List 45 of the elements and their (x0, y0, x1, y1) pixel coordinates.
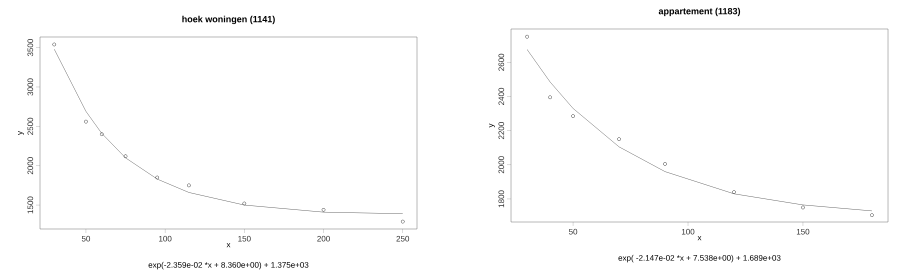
point (870, 213, 874, 217)
point (571, 114, 575, 118)
text: exp(-2.359e-02 *x + 8.360e+00) + 1.375e+03 (148, 262, 308, 270)
point (100, 132, 104, 136)
x-tick-label: 50 (82, 236, 90, 242)
x-tick-label: 150 (796, 228, 810, 235)
point (801, 206, 805, 210)
chart-title: hoek woningen (1141) (182, 16, 275, 24)
x-tick-label: 200 (317, 236, 330, 242)
point (52, 42, 56, 46)
y-tick-label: 2000 (27, 157, 34, 174)
chart-title: appartement (1183) (658, 8, 740, 16)
x-axis-title: x (698, 236, 702, 240)
y-tick-label: 1800 (498, 190, 504, 208)
point (124, 154, 128, 158)
x-axis-title: x (226, 243, 230, 248)
point (187, 184, 191, 188)
point (155, 176, 160, 180)
line-series (526, 49, 872, 212)
y-tick-label: 3000 (27, 78, 34, 96)
y-tick-label: 2600 (498, 54, 504, 71)
point (525, 34, 529, 38)
point (84, 120, 88, 124)
point (242, 202, 246, 206)
point (548, 96, 552, 100)
point (322, 208, 326, 212)
y-tick-label: 2500 (27, 118, 34, 135)
point (732, 190, 736, 194)
x-tick-label: 50 (568, 228, 578, 235)
y-tick-label: 1500 (27, 196, 34, 214)
x-tick-label: 250 (396, 236, 410, 242)
point (663, 162, 667, 166)
x-tick-label: 100 (159, 236, 172, 242)
y-tick-label: 2200 (498, 122, 504, 140)
point (400, 220, 405, 224)
y-tick-label: 2000 (498, 156, 504, 174)
x-tick-label: 100 (682, 228, 694, 235)
y-tick-label: 2400 (498, 88, 504, 105)
y-axis-title: y (18, 131, 24, 135)
line-series (54, 49, 403, 214)
y-tick-label: 3500 (27, 39, 34, 56)
x-tick-label: 150 (238, 236, 251, 242)
text: exp( -2.147e-02 *x + 7.538e+00) + 1.689e+03 (618, 254, 781, 262)
point (617, 137, 621, 141)
y-axis-title: y (489, 124, 495, 128)
